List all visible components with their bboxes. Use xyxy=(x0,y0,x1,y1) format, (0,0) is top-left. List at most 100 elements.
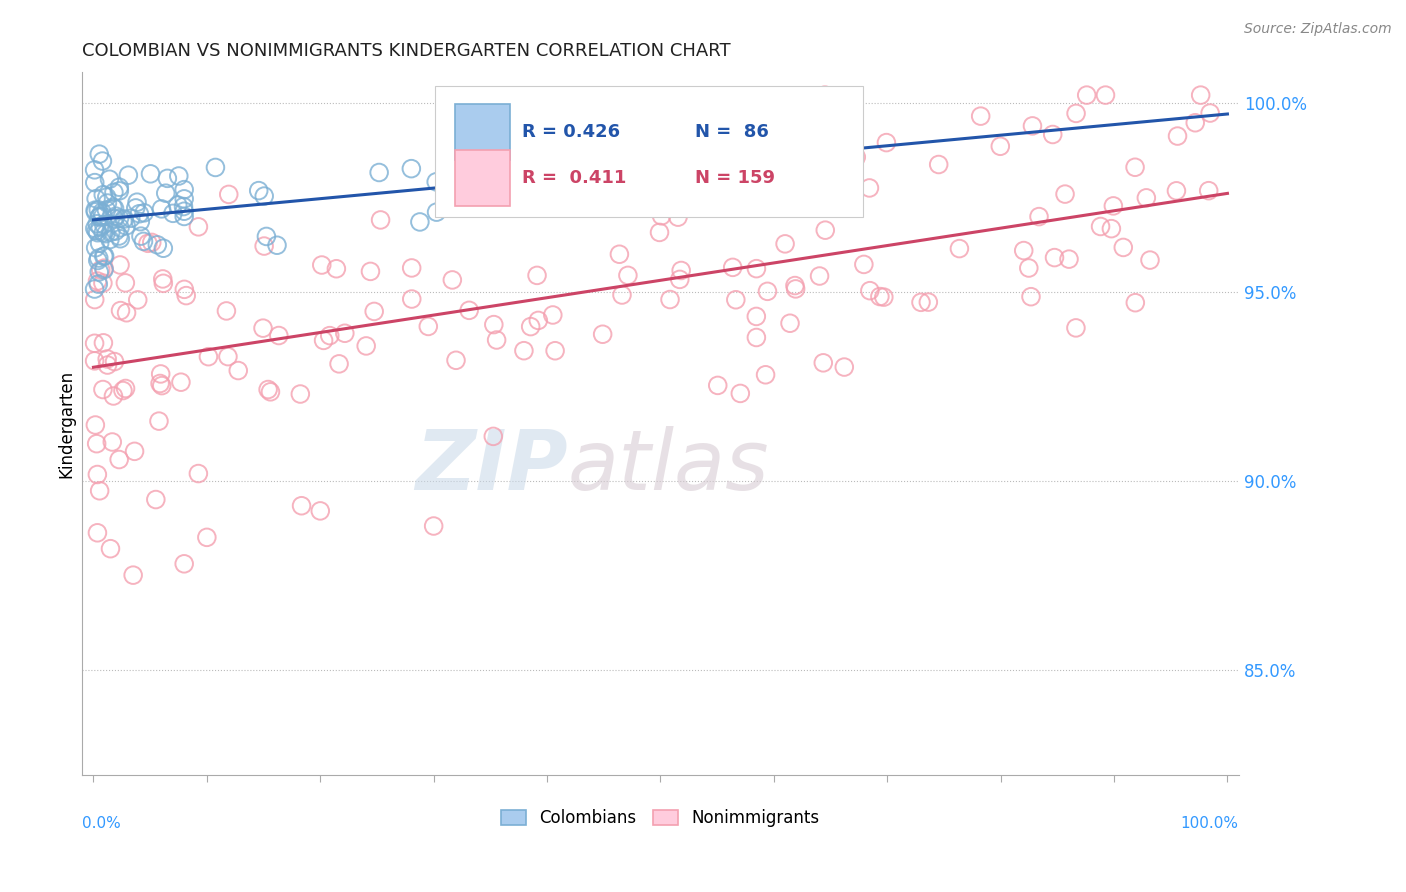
Point xyxy=(86,217,108,231)
Point xyxy=(401,161,423,176)
Point xyxy=(910,295,932,310)
Point xyxy=(1135,191,1157,205)
Point xyxy=(259,384,281,399)
Point xyxy=(94,227,117,241)
Point xyxy=(93,262,115,277)
Point xyxy=(1012,244,1035,258)
Point xyxy=(592,327,614,342)
Point xyxy=(928,157,950,171)
Point xyxy=(89,147,111,161)
Point xyxy=(363,304,385,318)
Point xyxy=(869,289,891,303)
Point xyxy=(354,339,377,353)
Point xyxy=(706,378,728,392)
Point xyxy=(311,258,333,272)
Point xyxy=(1018,260,1040,275)
Point xyxy=(253,239,276,253)
Point xyxy=(724,293,747,307)
Point xyxy=(441,273,464,287)
Point xyxy=(83,293,105,307)
Point xyxy=(98,233,121,247)
Point xyxy=(519,319,541,334)
Point xyxy=(730,386,752,401)
Point xyxy=(100,225,122,239)
Point xyxy=(1090,219,1112,234)
Point xyxy=(103,186,125,200)
Point xyxy=(1064,106,1087,120)
Point xyxy=(146,237,169,252)
Point xyxy=(96,190,118,204)
Point xyxy=(124,444,146,458)
Point xyxy=(745,310,768,324)
Point xyxy=(150,378,173,392)
Point xyxy=(852,257,875,271)
Point xyxy=(127,293,149,307)
Point xyxy=(152,272,174,286)
Point xyxy=(1199,106,1222,120)
Point xyxy=(96,196,118,211)
Point xyxy=(120,211,142,226)
Point xyxy=(89,210,111,224)
Point xyxy=(1112,240,1135,254)
Point xyxy=(1064,321,1087,335)
Point xyxy=(91,205,114,219)
Point xyxy=(100,541,122,556)
Point xyxy=(84,203,107,218)
Point xyxy=(110,303,132,318)
FancyBboxPatch shape xyxy=(454,104,510,161)
Point xyxy=(1021,119,1043,133)
Point xyxy=(195,530,218,544)
Point xyxy=(1166,184,1188,198)
Point xyxy=(218,187,240,202)
Point xyxy=(617,268,640,283)
Point xyxy=(215,304,238,318)
Point xyxy=(969,109,991,123)
Point xyxy=(426,205,449,219)
Text: atlas: atlas xyxy=(568,425,769,507)
Point xyxy=(110,232,132,246)
Point xyxy=(104,209,127,223)
Point xyxy=(247,184,270,198)
Point xyxy=(808,268,831,283)
Point xyxy=(1057,252,1080,267)
Point xyxy=(132,235,155,249)
Text: COLOMBIAN VS NONIMMIGRANTS KINDERGARTEN CORRELATION CHART: COLOMBIAN VS NONIMMIGRANTS KINDERGARTEN … xyxy=(82,42,731,60)
Point xyxy=(87,253,110,268)
Point xyxy=(858,181,880,195)
Point xyxy=(125,195,148,210)
Point xyxy=(145,492,167,507)
Point xyxy=(86,525,108,540)
Point xyxy=(425,175,447,189)
Point xyxy=(540,200,562,214)
Point xyxy=(83,354,105,368)
Point xyxy=(197,350,219,364)
Point xyxy=(226,363,249,377)
Point xyxy=(458,303,481,318)
FancyBboxPatch shape xyxy=(454,150,510,206)
Point xyxy=(541,308,564,322)
Point xyxy=(409,215,432,229)
Point xyxy=(93,249,115,263)
Text: R =  0.411: R = 0.411 xyxy=(522,169,626,187)
Point xyxy=(83,282,105,296)
Point xyxy=(370,213,392,227)
Point xyxy=(668,272,690,286)
Point xyxy=(359,264,381,278)
Point xyxy=(103,211,125,226)
Point xyxy=(96,351,118,366)
Point xyxy=(91,154,114,169)
Point xyxy=(139,167,162,181)
Point xyxy=(253,189,276,203)
Point xyxy=(155,186,177,201)
Point xyxy=(1042,128,1064,142)
Point xyxy=(86,467,108,482)
Point xyxy=(1139,253,1161,268)
Point xyxy=(83,162,105,177)
Point xyxy=(290,387,312,401)
Point xyxy=(845,150,868,164)
Point xyxy=(290,499,312,513)
Point xyxy=(648,226,671,240)
Point xyxy=(89,210,111,224)
Point xyxy=(814,88,837,103)
Point xyxy=(87,202,110,217)
